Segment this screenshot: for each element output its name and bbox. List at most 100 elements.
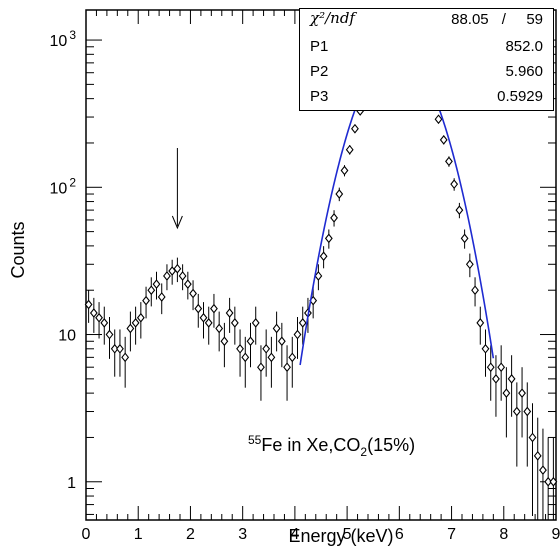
data-point	[152, 271, 161, 300]
data-point	[471, 277, 479, 307]
data-point	[272, 311, 281, 352]
data-point	[215, 311, 224, 352]
data-point	[319, 246, 328, 269]
param-name-p1: P1	[310, 38, 329, 55]
diamond-marker	[189, 288, 197, 299]
data-point	[533, 417, 542, 520]
diamond-marker	[230, 317, 239, 328]
data-point	[434, 114, 443, 125]
data-point	[460, 229, 469, 249]
diamond-marker	[497, 362, 506, 373]
diamond-marker	[131, 317, 140, 328]
diamond-marker	[450, 179, 459, 190]
diamond-marker	[460, 233, 469, 244]
diamond-marker	[481, 343, 490, 354]
diamond-marker	[147, 285, 156, 296]
data-point	[340, 165, 349, 177]
diamond-marker	[173, 263, 182, 274]
diamond-marker	[236, 343, 244, 354]
diamond-marker	[116, 343, 124, 354]
param-value-p2: 5.960	[505, 63, 543, 80]
diamond-marker	[204, 317, 213, 328]
y-tick-label: 10 2	[50, 175, 77, 197]
diamond-marker	[492, 373, 500, 384]
data-point	[277, 322, 286, 368]
diamond-marker	[502, 388, 511, 399]
diamond-marker	[528, 432, 537, 443]
data-point	[335, 187, 344, 202]
x-tick-label: 1	[134, 526, 143, 543]
diamond-marker	[288, 352, 297, 363]
stats-row-p3: P3 0.5929	[300, 86, 553, 110]
param-name-p2: P2	[310, 63, 329, 80]
diamond-marker	[319, 251, 328, 262]
data-point	[110, 329, 119, 377]
diamond-marker	[544, 476, 553, 487]
data-point	[183, 271, 192, 300]
data-point	[518, 367, 526, 438]
diamond-marker	[110, 343, 119, 354]
data-point	[147, 277, 156, 307]
data-point	[121, 336, 130, 388]
data-point	[502, 367, 511, 438]
diamond-marker	[121, 352, 130, 363]
x-tick-label: 4	[290, 526, 299, 543]
chi2-ndf-label: χ²/ndf	[310, 9, 355, 27]
x-tick-label: 2	[186, 526, 195, 543]
data-point	[236, 329, 244, 377]
data-point	[497, 345, 506, 401]
data-point	[507, 355, 516, 417]
data-point	[204, 306, 213, 345]
diamond-marker	[178, 271, 187, 281]
diamond-marker	[183, 279, 192, 289]
annotation-main: Fe in Xe,CO	[261, 435, 360, 455]
data-point	[194, 293, 203, 328]
diamond-marker	[89, 308, 98, 318]
diamond-marker	[257, 362, 265, 373]
data-point	[241, 336, 250, 388]
diamond-marker	[298, 317, 307, 328]
diamond-marker	[283, 362, 291, 373]
stats-row-chi2: χ²/ndf 88.05 / 59	[300, 9, 553, 33]
diamond-marker	[95, 312, 103, 323]
diamond-marker	[251, 317, 260, 328]
annotation-superscript: 55	[248, 433, 262, 447]
stats-row-p1: P1 852.0	[300, 36, 553, 60]
data-point	[476, 306, 485, 345]
data-point	[324, 229, 333, 249]
data-point	[100, 306, 109, 345]
chi2-separator: /	[501, 11, 506, 28]
data-point	[251, 306, 260, 345]
data-point	[136, 302, 145, 339]
diamond-marker	[507, 373, 516, 384]
stats-row-p2: P2 5.960	[300, 61, 553, 85]
diamond-marker	[194, 303, 203, 314]
data-point	[126, 311, 135, 352]
diamond-marker	[533, 450, 542, 461]
data-point	[84, 290, 93, 323]
diamond-marker	[465, 259, 474, 270]
annotation-label: 55Fe in Xe,CO2(15%)	[248, 433, 415, 459]
data-point	[523, 382, 532, 467]
data-point	[445, 156, 453, 167]
param-name-p3: P3	[310, 88, 329, 105]
data-point	[246, 322, 255, 368]
diamond-marker	[335, 189, 344, 199]
param-value-p1: 852.0	[505, 38, 543, 55]
data-point	[455, 202, 464, 219]
data-point	[450, 178, 459, 191]
y-tick-label: 1	[67, 475, 76, 492]
diamond-marker	[215, 323, 224, 334]
diamond-marker	[84, 299, 93, 310]
diamond-marker	[445, 156, 453, 167]
data-points	[84, 45, 558, 520]
diamond-marker	[136, 312, 145, 323]
data-point	[199, 302, 208, 339]
diamond-marker	[277, 336, 286, 347]
data-point	[116, 329, 124, 377]
data-point	[95, 302, 103, 339]
data-point	[439, 134, 448, 145]
data-point	[257, 345, 265, 401]
data-point	[168, 259, 177, 285]
